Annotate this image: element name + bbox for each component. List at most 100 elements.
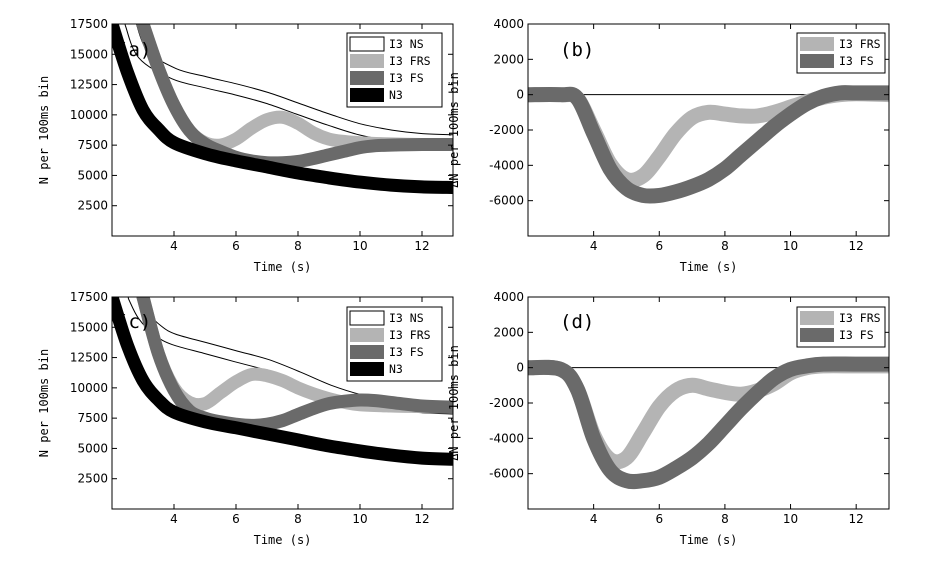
- y-tick-label: 4000: [493, 17, 524, 31]
- x-tick-label: 8: [294, 239, 302, 253]
- x-tick-label: 4: [170, 239, 178, 253]
- x-axis-label: Time (s): [680, 533, 738, 547]
- x-tick-label: 6: [655, 239, 663, 253]
- series-line-i3-fs: [136, 24, 453, 170]
- y-tick-label: 7500: [77, 411, 108, 425]
- plot-area: [112, 24, 453, 194]
- y-tick-label: -2000: [489, 123, 524, 137]
- legend: I3 NS I3 FRS I3 FS N3: [346, 306, 443, 382]
- x-axis-label: Time (s): [680, 260, 738, 274]
- legend-label: I3 FRS: [389, 54, 431, 68]
- x-tick-label: 10: [783, 239, 798, 253]
- y-tick-label: -2000: [489, 396, 524, 410]
- y-axis-label: ΔN per 100ms bin: [447, 345, 461, 461]
- y-axis-label: ΔN per 100ms bin: [447, 72, 461, 188]
- plot-frame: [111, 23, 454, 237]
- y-axis-label: N per 100ms bin: [37, 76, 51, 184]
- x-axis-label: Time (s): [254, 533, 312, 547]
- legend-swatch: [800, 328, 834, 342]
- y-tick-label: 2000: [493, 325, 524, 339]
- legend-swatch: [350, 88, 384, 102]
- x-tick-label: 8: [721, 512, 729, 526]
- y-tick-label: 2500: [77, 199, 108, 213]
- y-tick-label: 0: [516, 88, 524, 102]
- panel-label: (d): [560, 311, 594, 333]
- legend: I3 FRS I3 FS: [796, 32, 886, 74]
- legend-swatch: [349, 36, 385, 52]
- series-line-i3-ns: [125, 24, 453, 146]
- plot-frame: [111, 296, 454, 510]
- panel-label: (a): [117, 39, 151, 61]
- legend-label: I3 NS: [389, 37, 424, 51]
- y-tick-label: 5000: [77, 168, 108, 182]
- legend-label: I3 NS: [389, 311, 424, 325]
- y-tick-label: 7500: [77, 138, 108, 152]
- x-tick-label: 12: [849, 239, 864, 253]
- legend-label: I3 FRS: [839, 37, 881, 51]
- y-axis-label: N per 100ms bin: [37, 349, 51, 457]
- y-tick-label: 17500: [70, 17, 108, 31]
- series-line-i3-fs: [528, 356, 889, 490]
- x-tick-label: 6: [232, 512, 240, 526]
- legend-label: I3 FRS: [389, 328, 431, 342]
- plot-area: [528, 85, 889, 204]
- x-tick-label: 10: [352, 512, 367, 526]
- y-tick-label: -6000: [489, 194, 524, 208]
- plot-area: [528, 356, 889, 490]
- chart-panel-a: 4 6 8 10 12 2500 5000 7500 10000 12500 15000 17500 T…: [37, 17, 454, 274]
- x-tick-label: 6: [655, 512, 663, 526]
- y-tick-label: 15000: [70, 47, 108, 61]
- legend-label: I3 FS: [839, 328, 874, 342]
- x-tick-label: 12: [414, 512, 429, 526]
- legend-label: I3 FS: [389, 71, 424, 85]
- y-tick-label: -4000: [489, 158, 524, 172]
- legend-swatch: [350, 54, 384, 68]
- plot-area: [112, 297, 453, 466]
- legend-swatch: [350, 71, 384, 85]
- series-line-n3: [112, 297, 453, 466]
- y-tick-label: 5000: [77, 441, 108, 455]
- chart-panel-c: 4 6 8 10 12 2500 5000 7500 10000 12500 15000 17500 T…: [37, 290, 454, 547]
- legend-swatch: [350, 362, 384, 376]
- x-tick-label: 4: [590, 239, 598, 253]
- x-tick-label: 8: [721, 239, 729, 253]
- x-tick-label: 4: [590, 512, 598, 526]
- series-line-i3-fs: [528, 85, 889, 204]
- legend-swatch: [349, 310, 385, 326]
- legend-label: I3 FS: [389, 345, 424, 359]
- x-tick-label: 8: [294, 512, 302, 526]
- legend-swatch: [800, 311, 834, 325]
- x-tick-label: 6: [232, 239, 240, 253]
- x-tick-label: 4: [170, 512, 178, 526]
- legend-label: I3 FS: [839, 54, 874, 68]
- chart-panel-b: 4 6 8 10 12 4000 2000 0 -2000 -4000 -6000 Time (s) Δ…: [447, 17, 890, 274]
- legend: I3 NS I3 FRS I3 FS N3: [346, 32, 443, 108]
- chart-panel-d: 4 6 8 10 12 4000 2000 0 -2000 -4000 -6000 Time (s) Δ…: [447, 290, 890, 547]
- series-line-n3: [112, 24, 453, 194]
- y-tick-label: 4000: [493, 290, 524, 304]
- y-tick-label: 17500: [70, 290, 108, 304]
- x-tick-label: 10: [783, 512, 798, 526]
- y-tick-label: 10000: [70, 381, 108, 395]
- y-tick-label: 12500: [70, 351, 108, 365]
- y-tick-label: 15000: [70, 320, 108, 334]
- y-tick-label: 12500: [70, 78, 108, 92]
- x-tick-label: 12: [414, 239, 429, 253]
- y-tick-label: -4000: [489, 431, 524, 445]
- legend-swatch: [800, 37, 834, 51]
- x-tick-label: 12: [849, 512, 864, 526]
- legend-swatch: [800, 54, 834, 68]
- y-tick-label: -6000: [489, 467, 524, 481]
- legend-label: N3: [389, 362, 403, 376]
- panel-label: (c): [117, 311, 151, 333]
- x-tick-label: 10: [352, 239, 367, 253]
- legend-label: I3 FRS: [839, 311, 881, 325]
- y-tick-label: 2500: [77, 472, 108, 486]
- y-tick-label: 10000: [70, 108, 108, 122]
- legend-swatch: [350, 345, 384, 359]
- x-axis-label: Time (s): [254, 260, 312, 274]
- legend-label: N3: [389, 88, 403, 102]
- y-tick-label: 2000: [493, 52, 524, 66]
- y-tick-label: 0: [516, 361, 524, 375]
